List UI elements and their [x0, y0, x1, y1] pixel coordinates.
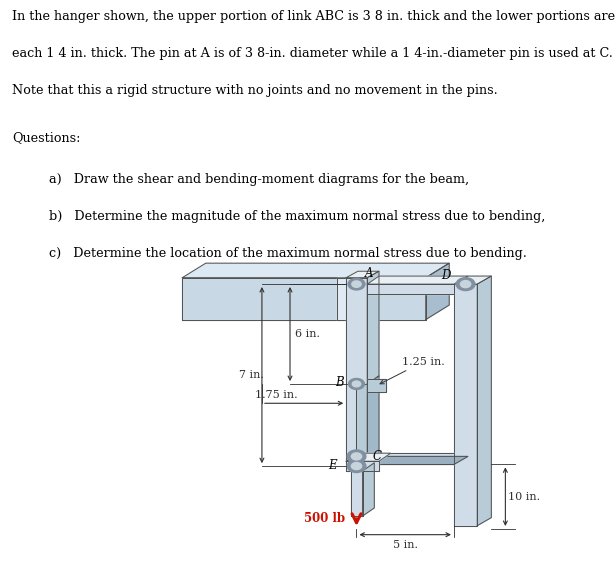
Polygon shape — [363, 463, 375, 516]
Circle shape — [460, 280, 471, 288]
Text: D: D — [441, 269, 450, 282]
Polygon shape — [346, 453, 391, 461]
Polygon shape — [346, 461, 379, 471]
Polygon shape — [454, 284, 477, 526]
Circle shape — [349, 378, 365, 389]
Polygon shape — [367, 284, 454, 294]
Polygon shape — [182, 263, 449, 278]
Text: 10 in.: 10 in. — [508, 492, 540, 502]
Text: In the hanger shown, the upper portion of link ABC is 3 8 in. thick and the lowe: In the hanger shown, the upper portion o… — [12, 10, 615, 23]
Circle shape — [456, 278, 475, 291]
Polygon shape — [367, 376, 379, 461]
Text: E: E — [328, 459, 337, 471]
Polygon shape — [367, 271, 379, 384]
Text: C: C — [373, 450, 382, 463]
Polygon shape — [426, 263, 449, 320]
Text: 500 lb: 500 lb — [304, 512, 345, 526]
Circle shape — [351, 453, 362, 460]
Polygon shape — [351, 471, 363, 516]
Circle shape — [351, 462, 362, 470]
Text: c)   Determine the location of the maximum normal stress due to bending.: c) Determine the location of the maximum… — [49, 247, 527, 260]
Text: 7 in.: 7 in. — [238, 370, 264, 380]
Polygon shape — [357, 384, 367, 461]
Text: Note that this a rigid structure with no joints and no movement in the pins.: Note that this a rigid structure with no… — [12, 84, 498, 97]
Polygon shape — [337, 278, 370, 320]
Polygon shape — [367, 457, 468, 465]
Text: each 1 4 in. thick. The pin at A is of 3 8-in. diameter while a 1 4-in.-diameter: each 1 4 in. thick. The pin at A is of 3… — [12, 47, 613, 60]
Text: b)   Determine the magnitude of the maximum normal stress due to bending,: b) Determine the magnitude of the maximu… — [49, 210, 545, 223]
Circle shape — [347, 459, 366, 473]
Polygon shape — [454, 276, 492, 284]
Text: B: B — [336, 376, 344, 389]
Circle shape — [352, 381, 361, 387]
Polygon shape — [346, 384, 357, 461]
Text: a)   Draw the shear and bending-moment diagrams for the beam,: a) Draw the shear and bending-moment dia… — [49, 173, 469, 186]
Text: 6 in.: 6 in. — [294, 329, 320, 339]
Circle shape — [347, 450, 366, 463]
Text: 1.25 in.: 1.25 in. — [380, 357, 445, 384]
Circle shape — [348, 278, 365, 290]
Polygon shape — [346, 278, 367, 384]
Text: A: A — [365, 267, 373, 280]
Text: Questions:: Questions: — [12, 131, 81, 144]
Polygon shape — [477, 276, 492, 526]
Polygon shape — [346, 271, 379, 278]
Polygon shape — [182, 278, 426, 320]
Circle shape — [352, 281, 361, 287]
Text: 1.75 in.: 1.75 in. — [255, 390, 298, 400]
Polygon shape — [367, 379, 386, 392]
Polygon shape — [367, 276, 468, 284]
Text: 5 in.: 5 in. — [393, 540, 418, 550]
Polygon shape — [367, 453, 454, 465]
